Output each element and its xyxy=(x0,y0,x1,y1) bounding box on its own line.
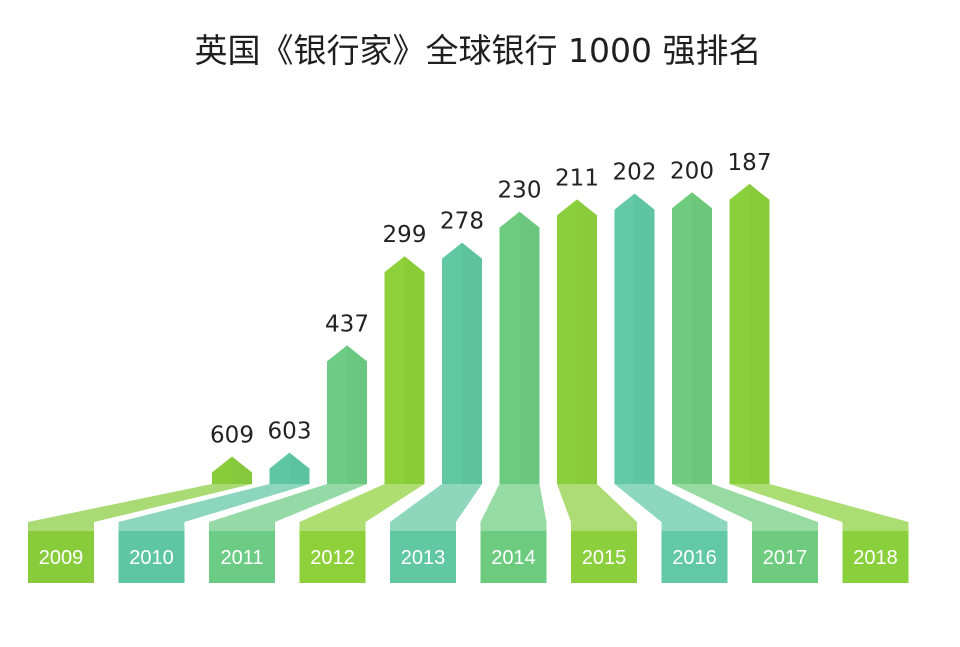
year-box-top-2015 xyxy=(571,522,637,531)
rank-arrows xyxy=(212,183,770,485)
ribbon-2012 xyxy=(299,484,425,522)
arrow-2015 xyxy=(557,199,597,485)
year-label-2013: 2013 xyxy=(401,547,446,569)
arrow-2010 xyxy=(269,452,310,484)
year-box-2014 xyxy=(480,531,547,583)
arrow-shade-2017 xyxy=(692,192,712,484)
arrow-shade-2011 xyxy=(347,345,367,484)
year-box-top-2012 xyxy=(299,522,366,531)
value-label-2014: 230 xyxy=(498,178,542,204)
arrow-shade-2009 xyxy=(232,456,252,484)
year-box-top-2014 xyxy=(480,522,547,531)
arrow-shade-2016 xyxy=(634,193,655,485)
year-box-2013 xyxy=(390,531,456,583)
chart-title: 英国《银行家》全球银行 1000 强排名 xyxy=(195,31,762,70)
ribbon-2018 xyxy=(729,484,909,522)
ribbon-2010 xyxy=(118,484,310,522)
year-box-2015 xyxy=(571,531,637,583)
arrow-shade-2014 xyxy=(519,211,540,484)
year-box-2009 xyxy=(28,531,94,583)
year-label-2012: 2012 xyxy=(310,547,355,569)
year-box-top-2011 xyxy=(209,522,275,531)
value-label-2016: 202 xyxy=(613,160,657,186)
ribbon-2016 xyxy=(614,484,728,522)
arrow-2018 xyxy=(729,183,770,485)
ribbon-connectors xyxy=(28,484,909,522)
year-box-2018 xyxy=(842,531,909,583)
year-label-2016: 2016 xyxy=(672,547,717,569)
year-label-2015: 2015 xyxy=(582,547,627,569)
value-label-2011: 437 xyxy=(325,311,369,337)
ribbon-2011 xyxy=(209,484,367,522)
arrow-shade-2012 xyxy=(404,256,425,484)
ribbon-2009 xyxy=(28,484,252,522)
year-box-2011 xyxy=(209,531,275,583)
year-box-top-2010 xyxy=(118,522,185,531)
value-label-2018: 187 xyxy=(728,150,772,176)
arrow-shade-2010 xyxy=(289,452,310,484)
ribbon-2017 xyxy=(672,484,818,522)
year-box-top-2017 xyxy=(752,522,818,531)
value-label-2015: 211 xyxy=(555,165,599,191)
year-label-2010: 2010 xyxy=(129,547,174,569)
year-boxes: 2009 2010 2011 2012 2013 2014 2015 2016 2017 2018 xyxy=(28,522,909,583)
value-label-2013: 278 xyxy=(440,209,484,235)
year-label-2009: 2009 xyxy=(39,547,84,569)
arrow-2017 xyxy=(672,192,712,484)
year-box-top-2018 xyxy=(842,522,909,531)
arrow-2013 xyxy=(442,242,482,484)
ribbon-2015 xyxy=(557,484,637,522)
ribbon-2014 xyxy=(480,484,547,522)
arrow-2012 xyxy=(384,256,425,484)
year-box-top-2016 xyxy=(661,522,728,531)
year-label-2018: 2018 xyxy=(853,547,898,569)
year-label-2017: 2017 xyxy=(763,547,808,569)
value-label-2012: 299 xyxy=(383,222,427,248)
arrow-2011 xyxy=(327,345,367,484)
value-label-2009: 609 xyxy=(210,422,254,448)
arrow-2016 xyxy=(614,193,655,485)
arrow-shade-2013 xyxy=(462,242,482,484)
arrow-2009 xyxy=(212,456,252,484)
ribbon-2013 xyxy=(390,484,482,522)
year-box-2012 xyxy=(299,531,366,583)
value-label-2017: 200 xyxy=(670,158,714,184)
year-box-2010 xyxy=(118,531,185,583)
arrow-shade-2015 xyxy=(577,199,597,485)
year-box-2016 xyxy=(661,531,728,583)
year-label-2014: 2014 xyxy=(491,547,536,569)
arrow-shade-2018 xyxy=(749,183,770,485)
value-label-2010: 603 xyxy=(268,419,312,445)
value-labels: 609 603 437 299 278 230 211 202 200 187 xyxy=(210,150,771,449)
year-label-2011: 2011 xyxy=(220,547,263,569)
arrow-2014 xyxy=(499,211,540,484)
year-box-2017 xyxy=(752,531,818,583)
year-box-top-2013 xyxy=(390,522,456,531)
year-box-top-2009 xyxy=(28,522,94,531)
